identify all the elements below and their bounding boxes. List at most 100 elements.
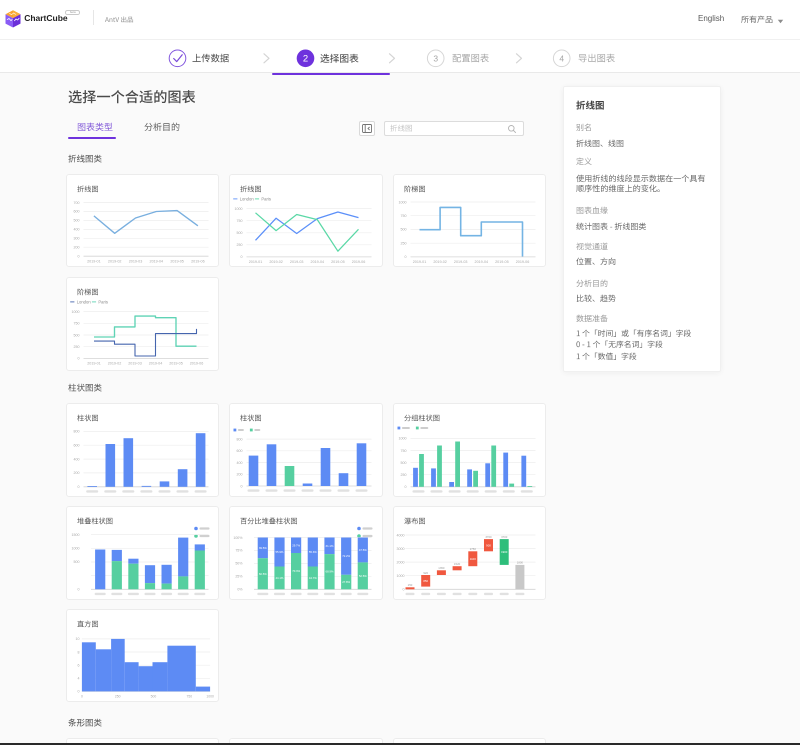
svg-text:3700: 3700 bbox=[485, 535, 492, 539]
svg-text:4: 4 bbox=[77, 676, 79, 680]
svg-text:2019-04: 2019-04 bbox=[474, 260, 488, 264]
svg-text:500: 500 bbox=[74, 560, 80, 564]
svg-text:250: 250 bbox=[400, 241, 406, 245]
svg-text:2019-06: 2019-06 bbox=[352, 260, 366, 264]
svg-text:600: 600 bbox=[74, 209, 80, 213]
svg-text:250: 250 bbox=[74, 345, 80, 349]
svg-text:900: 900 bbox=[486, 543, 491, 547]
svg-text:4000: 4000 bbox=[396, 533, 404, 537]
svg-text:920: 920 bbox=[423, 571, 428, 575]
svg-text:2019-02: 2019-02 bbox=[270, 260, 284, 264]
svg-text:2019-01: 2019-01 bbox=[87, 362, 101, 366]
svg-text:0: 0 bbox=[77, 485, 79, 489]
svg-text:0: 0 bbox=[77, 689, 79, 693]
svg-text:8: 8 bbox=[77, 650, 79, 654]
svg-text:London: London bbox=[240, 196, 255, 201]
svg-text:750: 750 bbox=[400, 449, 406, 453]
svg-text:0: 0 bbox=[241, 484, 243, 488]
svg-text:0: 0 bbox=[402, 588, 404, 592]
svg-text:250: 250 bbox=[237, 243, 243, 247]
svg-text:68.9%: 68.9% bbox=[326, 570, 334, 574]
svg-text:47.5%: 47.5% bbox=[359, 548, 367, 552]
svg-text:400: 400 bbox=[237, 461, 243, 465]
svg-text:500: 500 bbox=[151, 694, 157, 698]
svg-text:600: 600 bbox=[237, 449, 243, 453]
svg-text:75%: 75% bbox=[236, 549, 244, 553]
svg-text:500: 500 bbox=[74, 218, 80, 222]
svg-text:400: 400 bbox=[74, 457, 80, 461]
svg-text:800: 800 bbox=[237, 437, 243, 441]
svg-text:800: 800 bbox=[74, 430, 80, 434]
svg-text:52.5%: 52.5% bbox=[359, 574, 367, 578]
svg-text:2019-04: 2019-04 bbox=[311, 260, 325, 264]
svg-text:400: 400 bbox=[74, 227, 80, 231]
svg-text:2019-03: 2019-03 bbox=[290, 260, 304, 264]
svg-text:600: 600 bbox=[74, 444, 80, 448]
svg-text:500: 500 bbox=[237, 231, 243, 235]
svg-text:750: 750 bbox=[74, 322, 80, 326]
svg-text:200: 200 bbox=[74, 471, 80, 475]
svg-text:2750: 2750 bbox=[469, 547, 476, 551]
svg-text:0: 0 bbox=[77, 357, 79, 361]
svg-text:1800: 1800 bbox=[516, 561, 523, 565]
svg-text:2000: 2000 bbox=[396, 560, 404, 564]
svg-text:500: 500 bbox=[400, 461, 406, 465]
svg-text:2019-05: 2019-05 bbox=[169, 362, 183, 366]
svg-text:1520: 1520 bbox=[454, 562, 461, 566]
svg-text:3700: 3700 bbox=[501, 535, 508, 539]
svg-text:700: 700 bbox=[74, 200, 80, 204]
svg-text:0: 0 bbox=[404, 255, 406, 259]
svg-text:150: 150 bbox=[407, 583, 412, 587]
svg-text:55.9%: 55.9% bbox=[276, 550, 284, 554]
svg-text:39.5%: 39.5% bbox=[259, 546, 267, 550]
svg-text:2019-03: 2019-03 bbox=[129, 259, 143, 263]
svg-text:10: 10 bbox=[76, 637, 80, 641]
svg-text:72.2%: 72.2% bbox=[342, 554, 350, 558]
svg-text:50%: 50% bbox=[236, 562, 244, 566]
svg-text:2019-01: 2019-01 bbox=[249, 260, 263, 264]
svg-text:2019-06: 2019-06 bbox=[515, 260, 529, 264]
svg-text:2019-02: 2019-02 bbox=[108, 259, 122, 263]
svg-text:2019-06: 2019-06 bbox=[191, 259, 205, 263]
svg-text:0: 0 bbox=[241, 255, 243, 259]
svg-text:2019-04: 2019-04 bbox=[150, 259, 164, 263]
svg-text:1000: 1000 bbox=[396, 574, 404, 578]
svg-text:2: 2 bbox=[303, 54, 308, 65]
svg-text:2019-05: 2019-05 bbox=[495, 260, 509, 264]
svg-text:2019-06: 2019-06 bbox=[190, 362, 204, 366]
svg-text:3000: 3000 bbox=[396, 547, 404, 551]
svg-text:0: 0 bbox=[77, 588, 79, 592]
svg-text:2019-03: 2019-03 bbox=[454, 260, 468, 264]
svg-text:2019-05: 2019-05 bbox=[170, 259, 184, 263]
svg-text:0: 0 bbox=[404, 485, 406, 489]
svg-text:200: 200 bbox=[237, 473, 243, 477]
svg-text:27.8%: 27.8% bbox=[342, 580, 350, 584]
svg-text:44.1%: 44.1% bbox=[276, 576, 284, 580]
svg-text:750: 750 bbox=[400, 214, 406, 218]
svg-text:250: 250 bbox=[400, 473, 406, 477]
svg-text:60.5%: 60.5% bbox=[259, 572, 267, 576]
svg-text:500: 500 bbox=[74, 333, 80, 337]
svg-text:0: 0 bbox=[81, 694, 83, 698]
svg-text:750: 750 bbox=[186, 694, 192, 698]
svg-text:6: 6 bbox=[77, 663, 79, 667]
svg-text:0: 0 bbox=[77, 254, 79, 258]
svg-text:4: 4 bbox=[559, 53, 564, 63]
svg-text:31.1%: 31.1% bbox=[326, 544, 334, 548]
svg-text:750: 750 bbox=[237, 218, 243, 222]
svg-text:1000: 1000 bbox=[398, 200, 406, 204]
svg-text:1000: 1000 bbox=[72, 310, 80, 314]
svg-text:44.7%: 44.7% bbox=[309, 576, 317, 580]
svg-text:2019-01: 2019-01 bbox=[87, 259, 101, 263]
svg-text:0%: 0% bbox=[238, 588, 244, 592]
svg-text:Paris: Paris bbox=[98, 299, 108, 304]
svg-text:500: 500 bbox=[400, 227, 406, 231]
svg-text:1000: 1000 bbox=[72, 547, 80, 551]
svg-text:100%: 100% bbox=[234, 536, 244, 540]
svg-text:1350: 1350 bbox=[438, 566, 445, 570]
svg-text:200: 200 bbox=[74, 245, 80, 249]
svg-text:1100: 1100 bbox=[469, 557, 475, 561]
svg-text:1900: 1900 bbox=[501, 550, 508, 554]
svg-text:2019-03: 2019-03 bbox=[128, 362, 142, 366]
svg-text:29.7%: 29.7% bbox=[292, 543, 300, 547]
